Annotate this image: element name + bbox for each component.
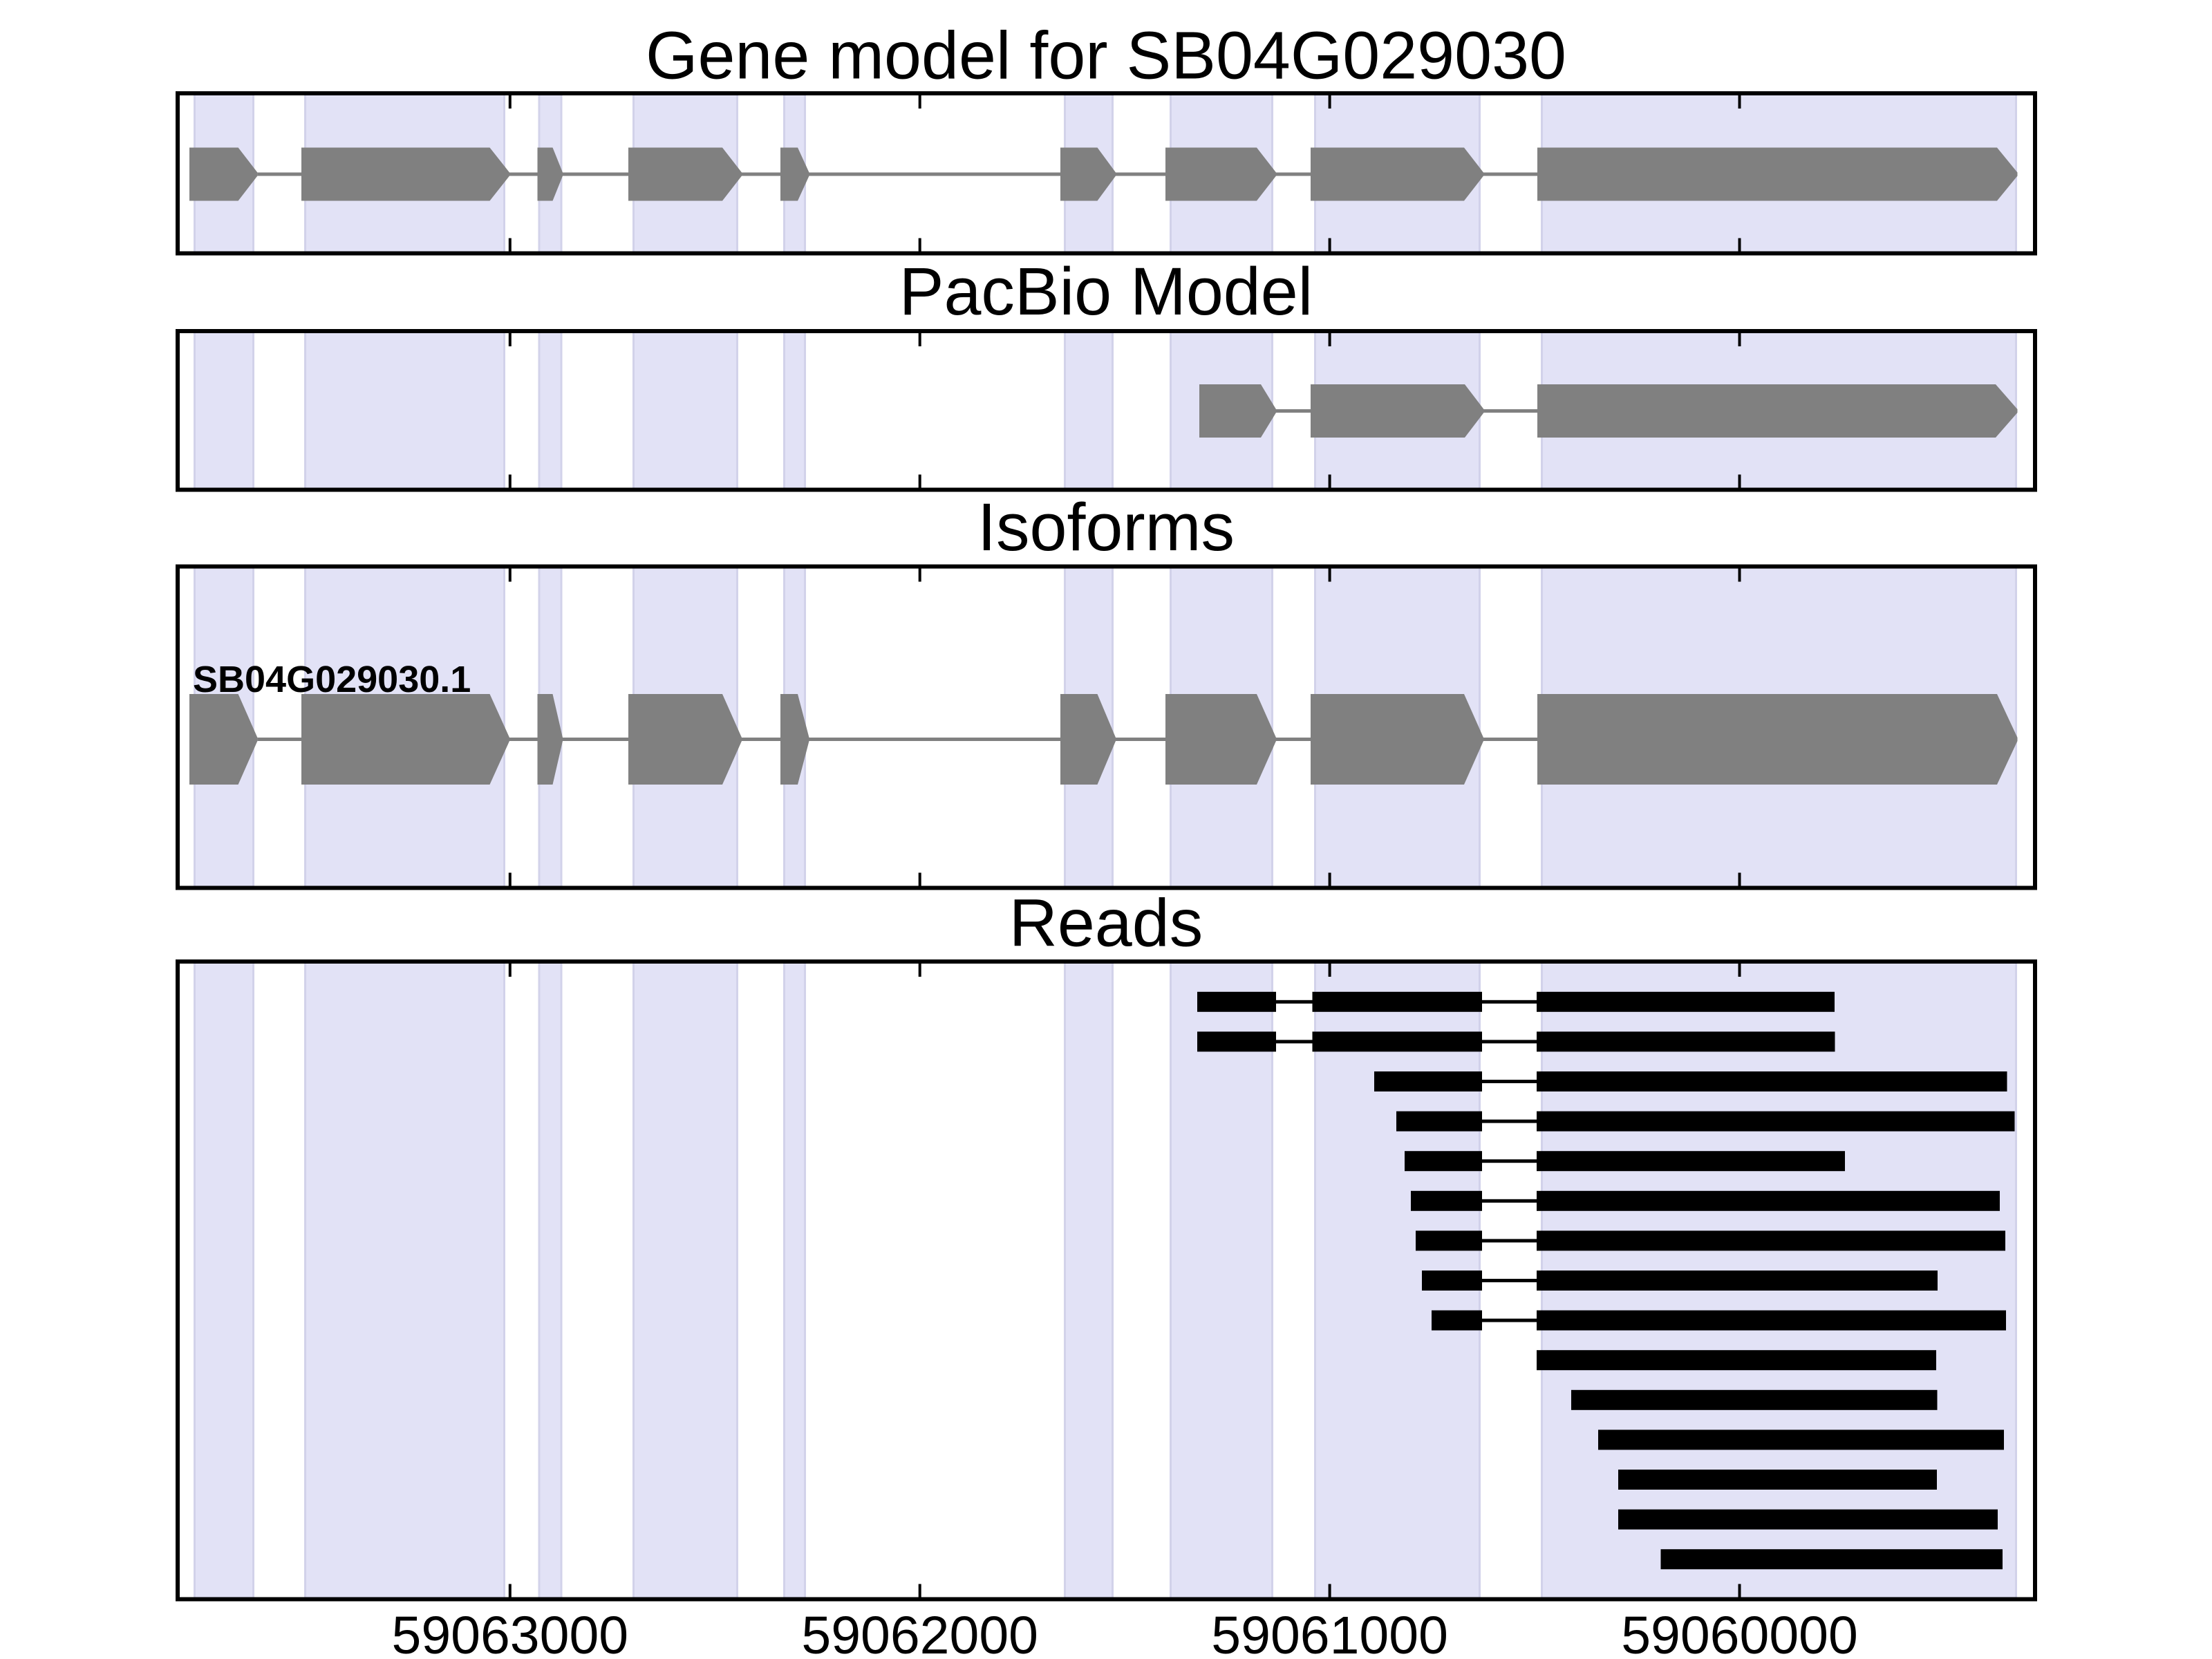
svg-text:Gene model for SB04G029030: Gene model for SB04G029030	[646, 18, 1566, 93]
svg-text:59060000: 59060000	[1621, 1606, 1858, 1659]
svg-text:SB04G029030.1: SB04G029030.1	[193, 659, 471, 700]
svg-text:PacBio Model: PacBio Model	[899, 254, 1313, 329]
svg-text:59062000: 59062000	[801, 1606, 1038, 1659]
svg-text:Isoforms: Isoforms	[977, 489, 1235, 565]
svg-text:Reads: Reads	[1009, 885, 1203, 961]
svg-text:59061000: 59061000	[1211, 1606, 1448, 1659]
svg-text:59063000: 59063000	[392, 1606, 629, 1659]
